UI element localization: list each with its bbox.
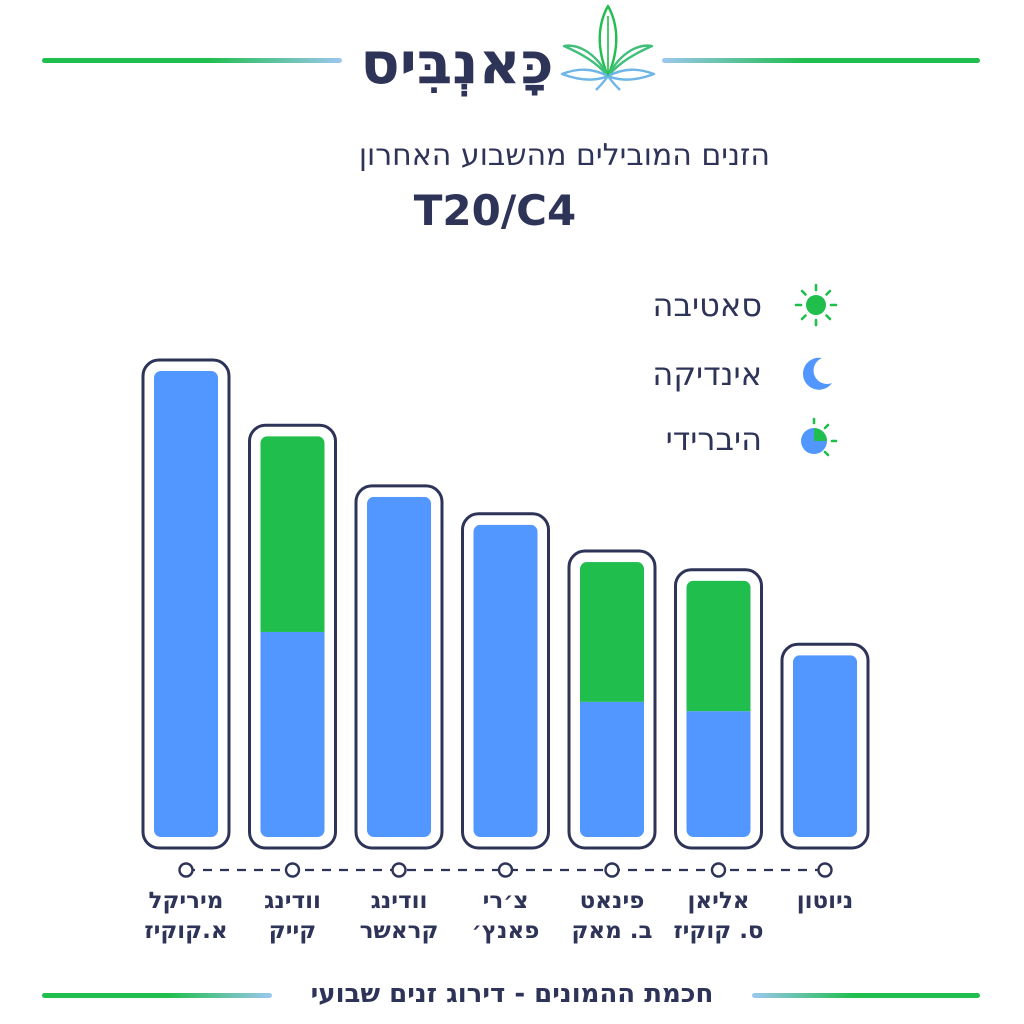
- header-divider-right: [662, 58, 980, 63]
- axis-tick-dot: [710, 862, 727, 878]
- legend-item-sativa: סאטיבה: [600, 281, 840, 329]
- bar-segment-indica: [260, 631, 325, 837]
- bar-segment-indica: [367, 496, 431, 837]
- legend-label: סאטיבה: [652, 286, 762, 324]
- axis-tick-dot: [497, 862, 514, 878]
- bar-segment-indica: [686, 711, 751, 837]
- axis-tick-dot: [284, 862, 301, 878]
- bar-segment-indica: [580, 701, 644, 837]
- legend-item-hybrid: היברידי: [600, 415, 840, 463]
- axis-tick-dot: [817, 862, 833, 878]
- brand-name: כָּאנְבִּיס: [360, 29, 554, 97]
- legend-item-indica: אינדיקה: [600, 350, 840, 398]
- category-label: מיריקל א.קוקיז: [144, 888, 228, 944]
- bar-segment-indica: [154, 371, 218, 837]
- header-divider-left: [42, 58, 342, 63]
- footer-divider-right: [752, 993, 980, 998]
- category-label: וודינג קייק: [264, 888, 321, 944]
- axis-tick-dot: [604, 862, 620, 878]
- bar-segment-sativa: [260, 436, 325, 632]
- legend-label: היברידי: [665, 420, 762, 458]
- bar-segment-sativa: [686, 580, 751, 712]
- moon-icon: [802, 357, 832, 390]
- chart-subtitle: הזנים המובילים מהשבוע האחרון: [358, 138, 770, 173]
- axis-tick-dot: [391, 862, 407, 878]
- bar-segment-indica: [473, 524, 538, 837]
- category-label: ניוטון: [796, 888, 854, 914]
- category-label: צ׳רי פאנץ׳: [471, 888, 540, 944]
- sun-icon: [794, 283, 838, 327]
- category-label: וודינג קראשר: [359, 888, 439, 944]
- bar-segment-indica: [793, 655, 857, 837]
- axis-tick-dot: [178, 862, 194, 878]
- legend-label: אינדיקה: [652, 355, 762, 393]
- category-label: אליאן ס. קוקיז: [673, 888, 764, 944]
- category-label: פינאט ב. מאק: [571, 888, 653, 944]
- footer-caption: חכמת ההמונים - דירוג זנים שבועי: [310, 979, 714, 1009]
- bar-segment-sativa: [580, 562, 644, 702]
- half-sun-moon-icon: [801, 417, 838, 457]
- cannabis-leaf-icon: [560, 4, 656, 91]
- chart-title: T20/C4: [413, 186, 577, 235]
- footer-divider-left: [42, 993, 272, 998]
